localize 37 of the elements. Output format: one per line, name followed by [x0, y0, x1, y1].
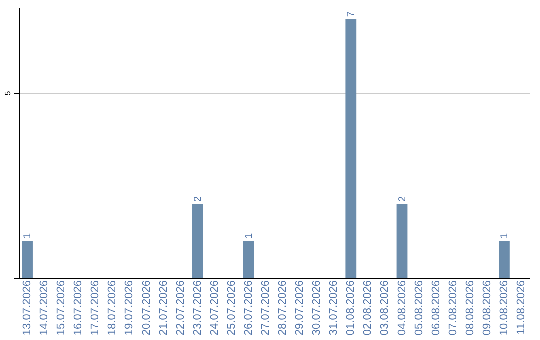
data-label: 2: [192, 196, 204, 202]
x-tick-label: 29.07.2026: [294, 280, 306, 336]
x-tick-label: 30.07.2026: [311, 280, 324, 336]
x-tick-label: 26.07.2026: [242, 280, 255, 336]
x-tick-label: 13.07.2026: [22, 280, 34, 336]
x-tick-label: 31.07.2026: [328, 280, 340, 336]
x-tick-label: 01.08.2026: [345, 280, 358, 336]
x-tick-label: 20.07.2026: [140, 280, 153, 336]
data-label: 2: [397, 196, 408, 202]
y-tick-label: 5: [4, 90, 12, 96]
x-tick-label: 07.08.2026: [447, 280, 460, 336]
x-tick-label: 22.07.2026: [174, 280, 187, 336]
x-tick-label: 02.08.2026: [362, 280, 374, 336]
x-tick-label: 25.07.2026: [226, 280, 238, 336]
x-tick-label: 15.07.2026: [56, 280, 68, 336]
x-tick-label: 24.07.2026: [208, 280, 221, 336]
x-tick-label: 08.08.2026: [464, 280, 476, 336]
data-label: 7: [346, 11, 358, 18]
data-label: 1: [244, 233, 255, 240]
x-tick-label: 14.07.2026: [38, 280, 51, 336]
x-tick-label: 18.07.2026: [106, 280, 119, 336]
x-tick-label: 06.08.2026: [430, 280, 442, 336]
x-tick-label: 11.08.2026: [515, 280, 528, 335]
x-tick-label: 21.07.2026: [158, 280, 170, 336]
x-tick-label: 28.07.2026: [277, 280, 290, 336]
data-label: 1: [499, 233, 510, 240]
x-tick-label: 16.07.2026: [72, 280, 85, 336]
data-label: 1: [22, 233, 34, 240]
x-tick-label: 19.07.2026: [124, 280, 136, 336]
x-tick-label: 03.08.2026: [379, 280, 392, 336]
x-tick-label: 17.07.2026: [90, 280, 102, 336]
x-tick-label: 23.07.2026: [192, 280, 204, 336]
x-tick-label: 04.08.2026: [396, 280, 408, 336]
x-tick-label: 05.08.2026: [413, 280, 426, 336]
x-tick-label: 09.08.2026: [481, 280, 494, 336]
x-tick-label: 10.08.2026: [498, 280, 510, 336]
x-tick-label: 27.07.2026: [260, 280, 272, 336]
